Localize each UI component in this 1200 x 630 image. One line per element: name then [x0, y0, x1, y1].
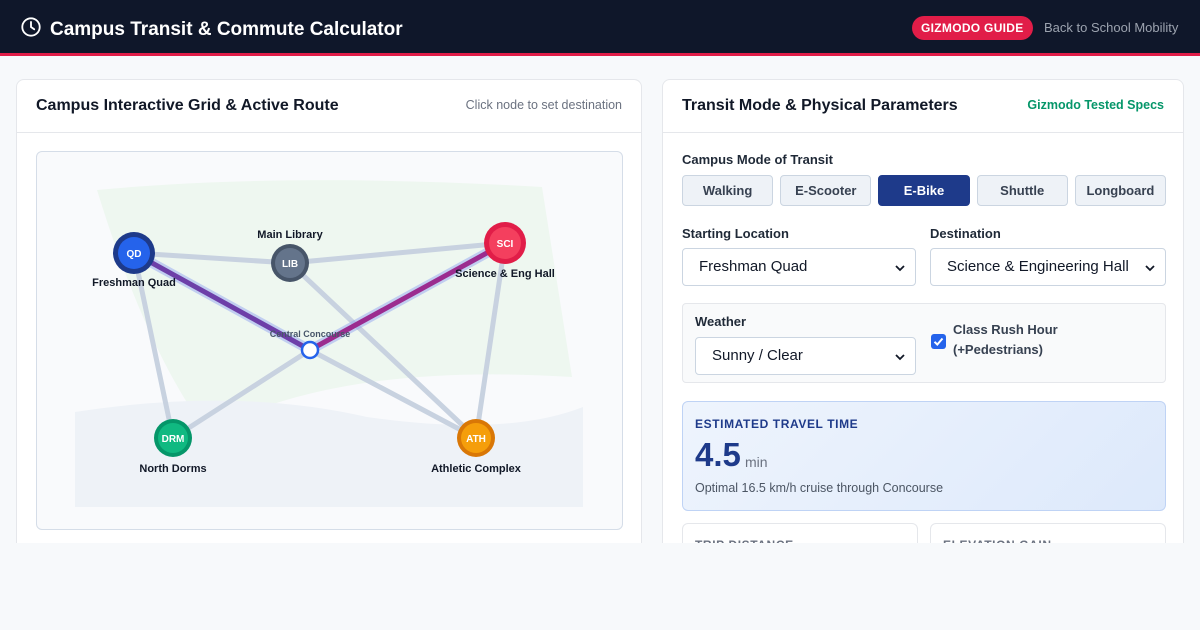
map-panel-hint: Click node to set destination	[465, 98, 622, 112]
edge-lib-ath	[287, 260, 479, 441]
mode-shuttle-button[interactable]: Shuttle	[976, 175, 1068, 206]
rush-hour-checkbox[interactable]	[931, 334, 946, 349]
mode-selector: Walking E-Scooter E-Bike Shuttle Longboa…	[682, 175, 1167, 206]
edge-sci-ath	[473, 240, 508, 441]
chevron-down-icon	[895, 354, 905, 361]
destination-value: Science & Engineering Hall	[947, 258, 1129, 275]
edge-lib-sci	[287, 240, 508, 266]
edge-qd-drm	[131, 250, 176, 441]
node-athletic-complex[interactable]: ATH	[457, 419, 495, 457]
estimate-value: 4.5	[695, 436, 741, 473]
node-code: LIB	[282, 259, 298, 270]
start-location-value: Freshman Quad	[699, 258, 808, 275]
edge-cc-ath	[307, 347, 479, 441]
conditions-box: Weather Sunny / Clear Class Rush Hour (+…	[682, 303, 1166, 383]
node-freshman-quad[interactable]: QD	[113, 232, 155, 274]
node-label-north-dorms: North Dorms	[139, 463, 206, 475]
map-panel: Campus Interactive Grid & Active Route C…	[16, 79, 642, 559]
node-main-library[interactable]: LIB	[271, 244, 309, 282]
edge-qd-lib	[131, 250, 293, 266]
node-science-eng-hall[interactable]: SCI	[484, 222, 526, 264]
node-code: SCI	[497, 239, 514, 250]
rush-hour-label-line-2: (+Pedestrians)	[953, 342, 1043, 357]
node-code: DRM	[162, 434, 185, 445]
node-central-concourse[interactable]	[300, 340, 320, 360]
estimate-unit: min	[745, 454, 768, 470]
weather-label: Weather	[695, 314, 747, 329]
mode-escooter-button[interactable]: E-Scooter	[780, 175, 872, 206]
weather-select[interactable]: Sunny / Clear	[695, 337, 916, 375]
rush-hour-label[interactable]: Class Rush Hour (+Pedestrians)	[953, 320, 1058, 360]
estimate-label: ESTIMATED TRAVEL TIME	[695, 417, 859, 431]
params-panel-title: Transit Mode & Physical Parameters	[682, 97, 958, 114]
campus-map[interactable]: Central Concourse QD Freshman Quad LIB M…	[36, 151, 623, 530]
node-label-main-library: Main Library	[257, 229, 323, 241]
node-label-freshman-quad: Freshman Quad	[92, 277, 176, 289]
node-code: QD	[127, 249, 142, 260]
node-code: ATH	[466, 434, 486, 445]
page-background	[0, 543, 1200, 630]
start-label: Starting Location	[682, 226, 789, 241]
mode-walking-button[interactable]: Walking	[682, 175, 774, 206]
params-panel: Transit Mode & Physical Parameters Gizmo…	[662, 79, 1184, 559]
mode-longboard-button[interactable]: Longboard	[1074, 175, 1167, 206]
brand: Campus Transit & Commute Calculator	[20, 16, 403, 43]
map-panel-title: Campus Interactive Grid & Active Route	[36, 97, 339, 114]
mode-label: Campus Mode of Transit	[682, 152, 833, 167]
node-label-athletic-complex: Athletic Complex	[431, 463, 522, 475]
destination-select[interactable]: Science & Engineering Hall	[930, 248, 1166, 286]
map-panel-header: Campus Interactive Grid & Active Route C…	[17, 80, 641, 133]
guide-badge: GIZMODO GUIDE	[912, 16, 1033, 40]
clock-icon	[20, 16, 42, 43]
params-panel-header: Transit Mode & Physical Parameters Gizmo…	[663, 80, 1183, 133]
active-route-leg-1	[131, 250, 313, 353]
start-location-select[interactable]: Freshman Quad	[682, 248, 916, 286]
top-bar: Campus Transit & Commute Calculator GIZM…	[0, 0, 1200, 56]
node-label-science-eng-hall: Science & Eng Hall	[455, 268, 555, 280]
estimate-note: Optimal 16.5 km/h cruise through Concour…	[695, 481, 944, 495]
app-title: Campus Transit & Commute Calculator	[50, 18, 403, 40]
active-route-leg-2	[307, 240, 508, 353]
back-to-school-link[interactable]: Back to School Mobility	[1044, 20, 1179, 35]
checkmark-icon	[933, 337, 944, 346]
chevron-down-icon	[1145, 265, 1155, 272]
central-concourse-label: Central Concourse	[270, 329, 351, 339]
node-north-dorms[interactable]: DRM	[154, 419, 192, 457]
chevron-down-icon	[895, 265, 905, 272]
edge-cc-drm	[170, 347, 313, 441]
rush-hour-label-line-1: Class Rush Hour	[953, 322, 1058, 337]
estimate-card: ESTIMATED TRAVEL TIME 4.5 min Optimal 16…	[682, 401, 1166, 511]
tested-specs-note: Gizmodo Tested Specs	[1027, 98, 1164, 112]
dest-label: Destination	[930, 226, 1001, 241]
weather-value: Sunny / Clear	[712, 347, 803, 364]
route-network	[131, 240, 508, 441]
mode-ebike-button[interactable]: E-Bike	[878, 175, 970, 206]
plaza-zone	[75, 400, 583, 507]
